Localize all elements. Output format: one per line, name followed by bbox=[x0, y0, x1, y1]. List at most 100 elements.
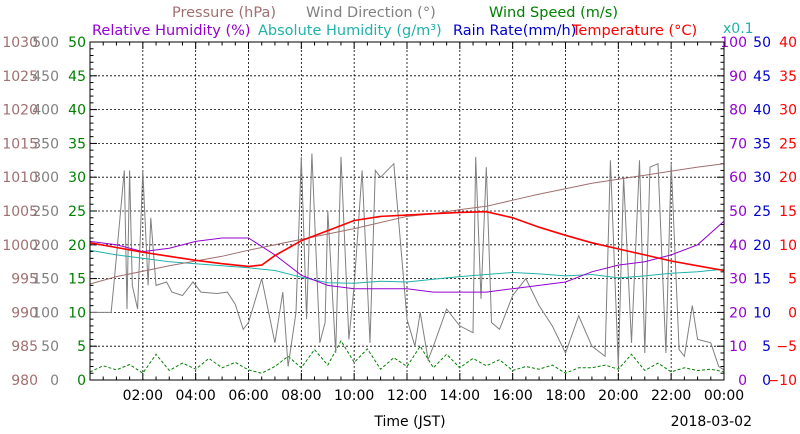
left-tick-label: 450 bbox=[32, 69, 59, 85]
right-tick-label: 10 bbox=[729, 339, 747, 355]
right-tick-label: 30 bbox=[779, 103, 797, 119]
left-tick-label: 980 bbox=[11, 373, 38, 389]
legend-temperature: Temperature (°C) bbox=[571, 23, 697, 39]
x-tick-label: 16:00 bbox=[492, 388, 532, 404]
left-tick-label: 15 bbox=[68, 272, 86, 288]
right-tick-label: 25 bbox=[753, 204, 771, 220]
left-tick-label: 50 bbox=[68, 35, 86, 51]
x-tick-label: 22:00 bbox=[651, 388, 691, 404]
left-tick-label: 1000 bbox=[2, 238, 38, 254]
x-tick-label: 10:00 bbox=[334, 388, 374, 404]
left-tick-label: 150 bbox=[32, 272, 59, 288]
legend-relative-humidity: Relative Humidity (%) bbox=[92, 23, 251, 39]
right-tick-label: 40 bbox=[779, 35, 797, 51]
left-tick-label: 500 bbox=[32, 35, 59, 51]
left-tick-label: 50 bbox=[41, 339, 59, 355]
left-tick-label: 300 bbox=[32, 170, 59, 186]
legend-wind-speed: Wind Speed (m/s) bbox=[489, 5, 618, 21]
left-tick-label: 35 bbox=[68, 136, 86, 152]
right-tick-label: 35 bbox=[779, 69, 797, 85]
left-axis-ticks: 9809859909951000100510101015102010251030… bbox=[2, 35, 86, 389]
left-tick-label: 985 bbox=[11, 339, 38, 355]
right-tick-label: 50 bbox=[753, 35, 771, 51]
right-axis-ticks: 0102030405060708090100051015202530354045… bbox=[720, 35, 797, 389]
left-tick-label: 30 bbox=[68, 170, 86, 186]
right-tick-label: −10 bbox=[767, 373, 797, 389]
right-tick-label: −5 bbox=[776, 339, 797, 355]
right-tick-label: 15 bbox=[779, 204, 797, 220]
left-tick-label: 995 bbox=[11, 272, 38, 288]
right-tick-label: 20 bbox=[729, 305, 747, 321]
left-tick-label: 10 bbox=[68, 305, 86, 321]
right-tick-label: 50 bbox=[729, 204, 747, 220]
legend-pressure: Pressure (hPa) bbox=[172, 5, 276, 21]
left-tick-label: 20 bbox=[68, 238, 86, 254]
right-tick-label: 45 bbox=[753, 69, 771, 85]
series-wind-speed-m-s bbox=[89, 339, 725, 374]
right-tick-label: 5 bbox=[762, 339, 771, 355]
right-tick-label: 40 bbox=[729, 238, 747, 254]
series-wind-direction bbox=[90, 153, 725, 371]
legend-row-2: Relative Humidity (%) Absolute Humidity … bbox=[92, 23, 697, 39]
x-tick-label: 14:00 bbox=[440, 388, 480, 404]
left-tick-label: 5 bbox=[77, 339, 86, 355]
right-tick-label: 5 bbox=[788, 272, 797, 288]
left-tick-label: 250 bbox=[32, 204, 59, 220]
legend-row-1: Pressure (hPa) Wind Direction (°) Wind S… bbox=[172, 5, 618, 21]
right-tick-label: 30 bbox=[729, 272, 747, 288]
left-tick-label: 1020 bbox=[2, 103, 38, 119]
right-tick-label: 90 bbox=[729, 69, 747, 85]
x-axis-ticks: 02:00 04:00 06:00 08:00 10:00 12:00 14:00 16:00… bbox=[123, 388, 745, 404]
x-tick-label: 04:00 bbox=[175, 388, 215, 404]
right-tick-label: 20 bbox=[753, 238, 771, 254]
x-tick-label: 02:00 bbox=[123, 388, 163, 404]
left-tick-label: 0 bbox=[77, 373, 86, 389]
left-tick-label: 1010 bbox=[2, 170, 38, 186]
x-tick-label: 18:00 bbox=[545, 388, 585, 404]
grid bbox=[89, 41, 725, 381]
right-tick-label: 25 bbox=[779, 136, 797, 152]
left-tick-label: 990 bbox=[11, 305, 38, 321]
right-tick-label: 60 bbox=[729, 170, 747, 186]
right-tick-label: 10 bbox=[753, 305, 771, 321]
left-tick-label: 200 bbox=[32, 238, 59, 254]
x-tick-label: 00:00 bbox=[704, 388, 744, 404]
x-tick-label: 20:00 bbox=[598, 388, 638, 404]
right-tick-label: 0 bbox=[762, 373, 771, 389]
left-tick-label: 1030 bbox=[2, 35, 38, 51]
left-tick-label: 350 bbox=[32, 136, 59, 152]
left-tick-label: 40 bbox=[68, 103, 86, 119]
series-relative-humidity bbox=[89, 220, 725, 293]
right-tick-label: 10 bbox=[779, 238, 797, 254]
legend-wind-direction: Wind Direction (°) bbox=[306, 5, 436, 21]
left-tick-label: 45 bbox=[68, 69, 86, 85]
right-tick-label: 15 bbox=[753, 272, 771, 288]
left-tick-label: 400 bbox=[32, 103, 59, 119]
left-tick-label: 1015 bbox=[2, 136, 38, 152]
legend-rain-rate: Rain Rate(mm/h) bbox=[453, 23, 576, 39]
right-tick-label: 30 bbox=[753, 170, 771, 186]
right-tick-label: 35 bbox=[753, 136, 771, 152]
x-tick-label: 12:00 bbox=[387, 388, 427, 404]
left-tick-label: 100 bbox=[32, 305, 59, 321]
right-tick-label: 0 bbox=[738, 373, 747, 389]
left-tick-label: 1005 bbox=[2, 204, 38, 220]
right-tick-label: 20 bbox=[779, 170, 797, 186]
legend-absolute-humidity: Absolute Humidity (g/m³) bbox=[258, 23, 442, 39]
x-axis-label: Time (JST) bbox=[373, 414, 445, 430]
absolute-humidity-multiplier: x0.1 bbox=[723, 21, 754, 37]
x-tick-label: 06:00 bbox=[228, 388, 268, 404]
right-tick-label: 100 bbox=[720, 35, 747, 51]
left-tick-label: 25 bbox=[68, 204, 86, 220]
x-tick-label: 08:00 bbox=[281, 388, 321, 404]
chart-date: 2018-03-02 bbox=[671, 414, 752, 430]
series-absolute-humidity-g-m bbox=[89, 249, 725, 284]
right-tick-label: 40 bbox=[753, 103, 771, 119]
series-temperature-c bbox=[89, 210, 725, 272]
right-tick-label: 0 bbox=[788, 305, 797, 321]
left-tick-label: 0 bbox=[50, 373, 59, 389]
right-tick-label: 80 bbox=[729, 103, 747, 119]
plot-frame bbox=[89, 41, 725, 381]
right-tick-label: 70 bbox=[729, 136, 747, 152]
